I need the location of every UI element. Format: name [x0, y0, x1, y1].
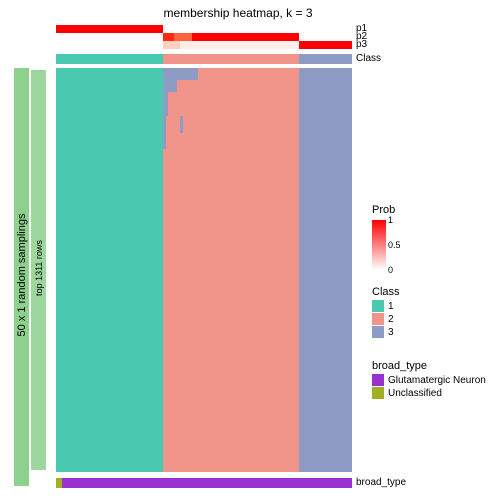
left-label-inner: top 1311 rows [34, 208, 44, 328]
top-row-p3-seg [56, 41, 163, 49]
top-row-p2-seg [299, 33, 352, 41]
legend-swatch [372, 326, 384, 338]
bottom-row-label: broad_type [356, 477, 406, 488]
legend-broadtype: broad_type Glutamatergic Neuron Unclassifi… [372, 360, 486, 400]
heatmap-body-overlay [163, 80, 178, 92]
top-row-p3-seg [180, 41, 298, 49]
legend-broadtype-title: broad_type [372, 360, 486, 372]
legend-prob-gradient [372, 220, 386, 270]
legend-swatch [372, 387, 384, 399]
legend-prob-tick: 0.5 [388, 240, 401, 250]
legend-class-item: 3 [372, 326, 400, 338]
class-row-seg [56, 54, 163, 64]
top-row-p2-seg [192, 33, 299, 41]
legend-class-item: 2 [372, 313, 400, 325]
legend-swatch [372, 300, 384, 312]
legend-broadtype-item: Glutamatergic Neuron [372, 374, 486, 386]
heatmap-body-overlay [163, 116, 166, 148]
heatmap-body-overlay [163, 68, 199, 80]
legend-class-title: Class [372, 286, 400, 298]
legend-class: Class 1 2 3 [372, 286, 400, 339]
heatmap-body-overlay [180, 116, 183, 132]
class-row-seg [163, 54, 299, 64]
chart-title: membership heatmap, k = 3 [148, 6, 328, 20]
class-row-seg [299, 54, 352, 64]
legend-item-label: 3 [388, 327, 394, 338]
legend-item-label: Glutamatergic Neuron [388, 375, 486, 386]
legend-swatch [372, 313, 384, 325]
bottom-row-seg [62, 478, 352, 488]
top-row-p3-seg [163, 41, 181, 49]
top-row-p1-seg [163, 25, 352, 33]
heatmap-body-overlay [163, 92, 169, 116]
legend-item-label: Unclassified [388, 388, 442, 399]
legend-prob: Prob10.50 [372, 204, 395, 270]
top-row-p1-seg [56, 25, 163, 33]
heatmap-body-block [56, 68, 163, 472]
class-row-label: Class [356, 53, 381, 64]
top-row-p3-seg [299, 41, 352, 49]
legend-swatch [372, 374, 384, 386]
legend-item-label: 2 [388, 314, 394, 325]
top-row-p2-seg [163, 33, 175, 41]
legend-broadtype-item: Unclassified [372, 387, 486, 399]
left-label-outer: 50 x 1 random samplings [16, 195, 28, 355]
legend-class-item: 1 [372, 300, 400, 312]
legend-prob-tick: 0 [388, 265, 393, 275]
top-row-p2-seg [56, 33, 163, 41]
top-row-label: p3 [356, 39, 367, 50]
legend-item-label: 1 [388, 301, 394, 312]
top-row-p2-seg [174, 33, 192, 41]
legend-prob-tick: 1 [388, 215, 393, 225]
heatmap-body-block [299, 68, 352, 472]
